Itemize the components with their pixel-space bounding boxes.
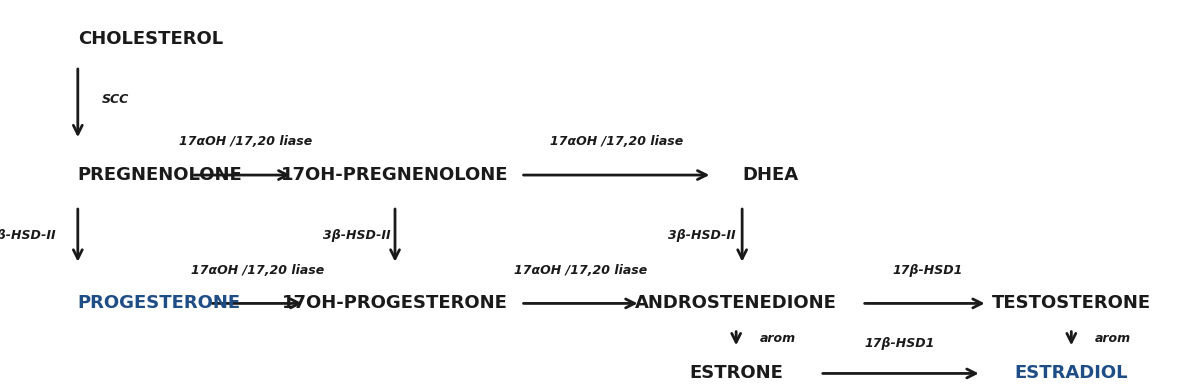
- Text: PREGNENOLONE: PREGNENOLONE: [78, 166, 243, 184]
- Text: 17OH-PREGNENOLONE: 17OH-PREGNENOLONE: [281, 166, 509, 184]
- Text: ANDROSTENEDIONE: ANDROSTENEDIONE: [636, 294, 837, 312]
- Text: 3β-HSD-II: 3β-HSD-II: [668, 229, 735, 242]
- Text: ESTRONE: ESTRONE: [689, 364, 783, 382]
- Text: arom: arom: [760, 332, 796, 345]
- Text: PROGESTERONE: PROGESTERONE: [78, 294, 241, 312]
- Text: 3β-HSD-II: 3β-HSD-II: [0, 229, 55, 242]
- Text: 3β-HSD-II: 3β-HSD-II: [323, 229, 390, 242]
- Text: ESTRADIOL: ESTRADIOL: [1015, 364, 1128, 382]
- Text: 17αOH /17,20 liase: 17αOH /17,20 liase: [190, 264, 324, 277]
- Text: DHEA: DHEA: [742, 166, 798, 184]
- Text: 17αOH /17,20 liase: 17αOH /17,20 liase: [178, 135, 312, 149]
- Text: 17αOH /17,20 liase: 17αOH /17,20 liase: [514, 264, 648, 277]
- Text: TESTOSTERONE: TESTOSTERONE: [992, 294, 1150, 312]
- Text: arom: arom: [1095, 332, 1131, 345]
- Text: CHOLESTEROL: CHOLESTEROL: [78, 30, 223, 48]
- Text: SCC: SCC: [102, 93, 129, 106]
- Text: 17β-HSD1: 17β-HSD1: [865, 336, 935, 350]
- Text: 17αOH /17,20 liase: 17αOH /17,20 liase: [549, 135, 683, 149]
- Text: 17OH-PROGESTERONE: 17OH-PROGESTERONE: [282, 294, 508, 312]
- Text: 17β-HSD1: 17β-HSD1: [893, 264, 962, 277]
